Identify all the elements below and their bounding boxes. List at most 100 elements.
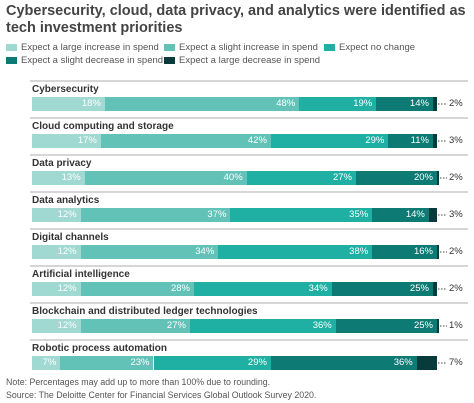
data-label: 25%	[409, 283, 429, 294]
bar-segment	[428, 208, 437, 222]
data-label: 3%	[449, 209, 463, 220]
bar-segment	[80, 208, 231, 222]
data-label: 23%	[130, 357, 150, 368]
bar-segment	[218, 245, 373, 259]
legend-item-large-decrease: Expect a large decrease in spend	[164, 55, 320, 66]
data-label: 14%	[405, 209, 425, 220]
legend-swatch	[164, 44, 175, 51]
data-label: 28%	[170, 283, 190, 294]
chart-source: Source: The Deloitte Center for Financia…	[6, 390, 317, 400]
data-label: 19%	[353, 98, 373, 109]
data-label: 29%	[247, 357, 267, 368]
bar-segment	[153, 356, 271, 370]
bar-segment	[372, 245, 437, 259]
data-label: 2%	[449, 172, 463, 183]
data-label: 37%	[207, 209, 227, 220]
data-label: 25%	[413, 320, 433, 331]
category-label: Data analytics	[32, 195, 100, 206]
bar-segment	[270, 134, 389, 148]
bar-segment	[437, 245, 439, 259]
data-label: 12%	[57, 283, 77, 294]
bar-segment	[416, 356, 437, 370]
bar-segment	[432, 282, 437, 296]
data-label: 7%	[449, 357, 463, 368]
category-label: Cybersecurity	[32, 84, 99, 95]
data-label: 40%	[223, 172, 243, 183]
bar-segment	[270, 356, 417, 370]
data-label: 12%	[57, 320, 77, 331]
bar-segment	[230, 208, 373, 222]
data-label: 20%	[413, 172, 433, 183]
category-label: Artificial intelligence	[32, 269, 130, 280]
data-label: 16%	[413, 246, 433, 257]
bar-segment	[80, 245, 219, 259]
category-label: Cloud computing and storage	[32, 121, 174, 132]
legend-label: Expect a large increase in spend	[21, 42, 159, 53]
data-label: 34%	[195, 246, 215, 257]
bar-segment	[84, 171, 247, 185]
bar-segment	[372, 208, 429, 222]
bar-segment	[32, 97, 105, 111]
data-label: 3%	[449, 135, 463, 146]
bar-segment	[32, 208, 81, 222]
data-label: 35%	[349, 209, 369, 220]
bar-segment	[437, 171, 439, 185]
bar-segment	[104, 97, 300, 111]
bar-segment	[32, 282, 81, 296]
legend-label: Expect a slight increase in spend	[179, 42, 318, 53]
data-label: 12%	[57, 209, 77, 220]
bar-segment	[432, 97, 437, 111]
bar-segment	[32, 171, 85, 185]
legend-item-large-increase: Expect a large increase in spend	[6, 42, 159, 53]
bar-segment	[32, 134, 101, 148]
data-label: 27%	[332, 172, 352, 183]
legend-swatch	[6, 57, 17, 64]
bar-segment	[194, 282, 332, 296]
legend-label: Expect a slight decrease in spend	[21, 55, 164, 66]
bar-segment	[388, 134, 433, 148]
data-label: 27%	[166, 320, 186, 331]
bar-segment	[100, 134, 271, 148]
bar-segment	[437, 319, 439, 333]
bar-segment	[189, 319, 336, 333]
category-label: Blockchain and distributed ledger techno…	[32, 306, 258, 317]
data-label: 2%	[449, 246, 463, 257]
bar-segment	[335, 319, 437, 333]
category-label: Robotic process automation	[32, 343, 168, 354]
bar-segment	[432, 134, 437, 148]
bar-segment	[376, 97, 433, 111]
data-label: 2%	[449, 283, 463, 294]
data-label: 13%	[61, 172, 81, 183]
bar-segment	[299, 97, 377, 111]
category-label: Digital channels	[32, 232, 109, 243]
bar-segment	[80, 282, 194, 296]
data-label: 48%	[276, 98, 296, 109]
legend-label: Expect a large decrease in spend	[179, 55, 321, 66]
bar-segment	[246, 171, 356, 185]
category-label: Data privacy	[32, 158, 92, 169]
data-label: 1%	[449, 320, 463, 331]
legend-item-slight-decrease: Expect a slight decrease in spend	[6, 55, 163, 66]
legend-item-slight-increase: Expect a slight increase in spend	[164, 42, 318, 53]
data-label: 12%	[57, 246, 77, 257]
bar-segment	[80, 319, 190, 333]
legend-swatch	[164, 57, 175, 64]
data-label: 17%	[77, 135, 97, 146]
data-label: 7%	[42, 357, 57, 368]
data-label: 11%	[410, 135, 429, 146]
data-label: 42%	[247, 135, 267, 146]
legend-swatch	[324, 44, 335, 51]
data-label: 36%	[393, 357, 413, 368]
chart-note: Note: Percentages may add up to more tha…	[6, 377, 271, 387]
data-label: 38%	[349, 246, 369, 257]
legend-label: Expect no change	[339, 42, 416, 53]
bar-segment	[32, 356, 61, 370]
bar-segment	[60, 356, 154, 370]
legend-item-no-change: Expect no change	[324, 42, 415, 53]
data-label: 2%	[449, 98, 463, 109]
data-label: 18%	[81, 98, 101, 109]
data-label: 36%	[312, 320, 332, 331]
bar-segment	[32, 245, 81, 259]
legend-swatch	[6, 44, 17, 51]
